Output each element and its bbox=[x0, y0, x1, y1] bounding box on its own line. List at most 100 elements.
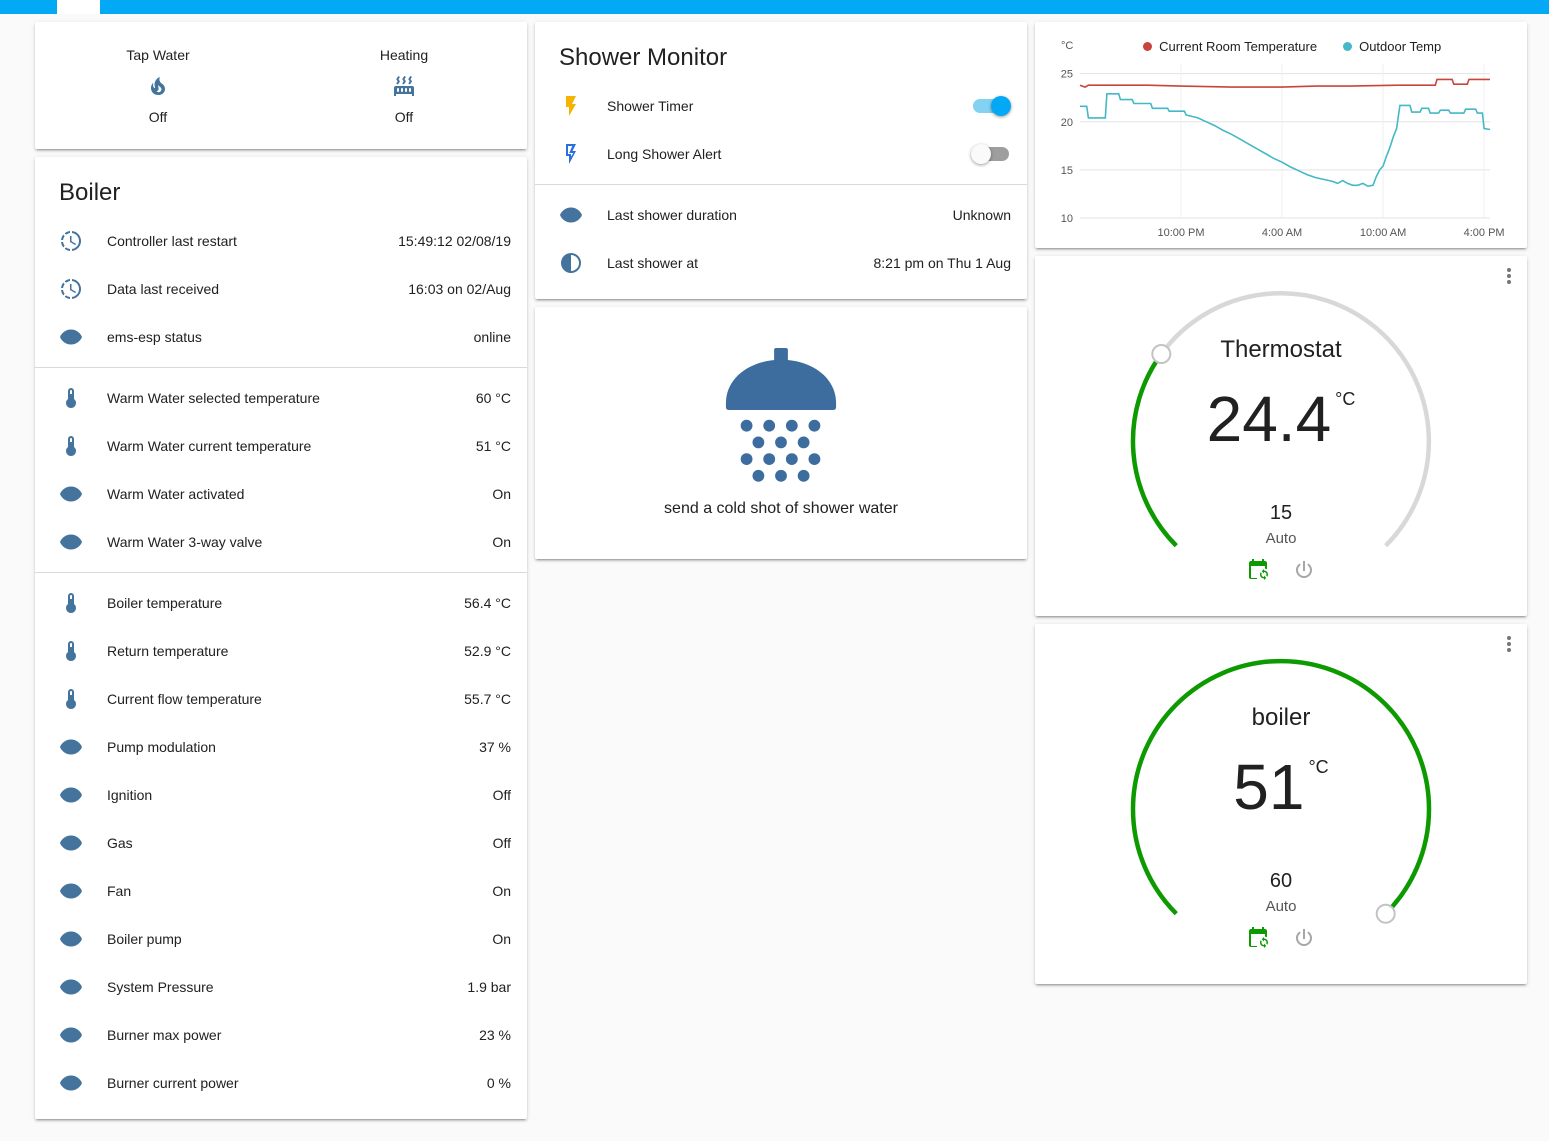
entity-row[interactable]: Current flow temperature 55.7 °C bbox=[35, 675, 527, 723]
menu-dots-icon[interactable] bbox=[1497, 264, 1521, 288]
thermostat-mode-icons bbox=[1035, 558, 1527, 582]
entity-row[interactable]: Warm Water activated On bbox=[35, 470, 527, 518]
entity-value: Off bbox=[492, 835, 511, 851]
thermostat-setpoint: 15 bbox=[1269, 502, 1293, 524]
temp-value: 24.4 bbox=[1206, 383, 1332, 455]
glance-item-heating[interactable]: Heating Off bbox=[281, 47, 527, 125]
entity-label: Long Shower Alert bbox=[607, 146, 722, 162]
entity-row[interactable]: Gas Off bbox=[35, 819, 527, 867]
temp-unit: °C bbox=[1308, 757, 1329, 777]
entity-label: Warm Water selected temperature bbox=[107, 390, 320, 406]
svg-text:10:00 AM: 10:00 AM bbox=[1360, 227, 1406, 239]
legend-dot bbox=[1143, 41, 1153, 51]
svg-text:25: 25 bbox=[1061, 69, 1073, 81]
entity-row[interactable]: Warm Water current temperature 51 °C bbox=[35, 422, 527, 470]
long-shower-alert-row[interactable]: Long Shower Alert bbox=[535, 130, 1027, 178]
eye-icon bbox=[59, 325, 83, 349]
shower-head-icon bbox=[722, 348, 840, 486]
entity-value: 55.7 °C bbox=[464, 691, 511, 707]
boiler-gauge-title: boiler bbox=[1251, 704, 1311, 731]
shower-monitor-title: Shower Monitor bbox=[559, 44, 728, 71]
entity-row[interactable]: Ignition Off bbox=[35, 771, 527, 819]
entity-label: Last shower at bbox=[607, 255, 699, 271]
boiler-card: Boiler Controller last restart 15:49:12 0… bbox=[35, 157, 527, 1119]
boiler-mode-icons bbox=[1035, 926, 1527, 950]
divider bbox=[535, 184, 1027, 185]
entity-label: Return temperature bbox=[107, 643, 229, 659]
legend-outdoor-temp[interactable]: Outdoor Temp bbox=[1343, 39, 1441, 54]
thermometer-icon bbox=[59, 687, 83, 711]
thermometer-icon bbox=[59, 639, 83, 663]
shower-action-card[interactable]: send a cold shot of shower water bbox=[535, 307, 1027, 559]
active-tab-indicator[interactable] bbox=[57, 0, 100, 14]
glance-item-tap-water[interactable]: Tap Water Off bbox=[35, 47, 281, 125]
temperature-history-chart[interactable]: 10 15 20 25 10:00 PM 4:00 AM 10:00 AM 4:00 PM bbox=[1035, 58, 1527, 244]
entity-row[interactable]: Return temperature 52.9 °C bbox=[35, 627, 527, 675]
boiler-dial[interactable] bbox=[1116, 644, 1446, 974]
entity-row[interactable]: Data last received 16:03 on 02/Aug bbox=[35, 265, 527, 313]
entity-row[interactable]: Pump modulation 37 % bbox=[35, 723, 527, 771]
fire-icon bbox=[146, 74, 170, 98]
entity-label: Controller last restart bbox=[107, 233, 237, 249]
eye-icon bbox=[59, 879, 83, 903]
eye-icon bbox=[59, 783, 83, 807]
entity-value: 37 % bbox=[479, 739, 511, 755]
entity-row[interactable]: Fan On bbox=[35, 867, 527, 915]
shower-monitor-card: Shower Monitor Shower Timer Long Shower … bbox=[535, 22, 1027, 299]
shower-timer-row[interactable]: Shower Timer bbox=[535, 82, 1027, 130]
eye-icon bbox=[59, 530, 83, 554]
thermostat-dial[interactable] bbox=[1116, 276, 1446, 606]
menu-dots-icon[interactable] bbox=[1497, 632, 1521, 656]
thermometer-icon bbox=[59, 386, 83, 410]
entity-row[interactable]: ems-esp status online bbox=[35, 313, 527, 361]
legend-room-temperature[interactable]: Current Room Temperature bbox=[1143, 39, 1317, 54]
entity-label: Boiler pump bbox=[107, 931, 182, 947]
entity-row[interactable]: Boiler temperature 56.4 °C bbox=[35, 579, 527, 627]
entity-label: Last shower duration bbox=[607, 207, 737, 223]
shower-timer-toggle[interactable] bbox=[971, 96, 1011, 116]
entity-label: Shower Timer bbox=[607, 98, 694, 114]
entity-row[interactable]: Warm Water selected temperature 60 °C bbox=[35, 374, 527, 422]
eye-icon bbox=[59, 927, 83, 951]
entity-label: Burner current power bbox=[107, 1075, 239, 1091]
temp-unit: °C bbox=[1335, 389, 1356, 409]
entity-row[interactable]: Burner max power 23 % bbox=[35, 1011, 527, 1059]
entity-label: Boiler temperature bbox=[107, 595, 223, 611]
thermostat-title: Thermostat bbox=[1220, 336, 1342, 363]
entity-row[interactable]: Warm Water 3-way valve On bbox=[35, 518, 527, 566]
flash-outline-icon bbox=[559, 142, 583, 166]
last-shower-duration-row[interactable]: Last shower duration Unknown bbox=[535, 191, 1027, 239]
entity-value: 8:21 pm on Thu 1 Aug bbox=[873, 255, 1011, 271]
power-icon[interactable] bbox=[1292, 558, 1316, 582]
legend-dot bbox=[1343, 41, 1353, 51]
boiler-card-title: Boiler bbox=[59, 179, 121, 206]
entity-value: 1.9 bar bbox=[467, 979, 511, 995]
entity-value: Off bbox=[492, 787, 511, 803]
entity-value: On bbox=[492, 931, 511, 947]
eye-icon bbox=[559, 203, 583, 227]
calendar-sync-icon[interactable] bbox=[1246, 926, 1270, 950]
eye-icon bbox=[59, 1071, 83, 1095]
eye-icon bbox=[59, 735, 83, 759]
entity-label: Burner max power bbox=[107, 1027, 222, 1043]
boiler-current-temperature: 51 °C bbox=[1035, 750, 1527, 824]
entity-row[interactable]: Burner current power 0 % bbox=[35, 1059, 527, 1107]
entity-value: On bbox=[492, 883, 511, 899]
long-shower-alert-toggle[interactable] bbox=[971, 144, 1011, 164]
entity-value: 23 % bbox=[479, 1027, 511, 1043]
thermostat-current-temperature: 24.4 °C bbox=[1035, 382, 1527, 456]
calendar-sync-icon[interactable] bbox=[1246, 558, 1270, 582]
progress-clock-icon bbox=[59, 229, 83, 253]
entity-row[interactable]: System Pressure 1.9 bar bbox=[35, 963, 527, 1011]
eye-icon bbox=[59, 975, 83, 999]
entity-row[interactable]: Controller last restart 15:49:12 02/08/19 bbox=[35, 217, 527, 265]
svg-text:10:00 PM: 10:00 PM bbox=[1157, 227, 1204, 239]
toggle-thumb bbox=[991, 96, 1011, 116]
power-icon[interactable] bbox=[1292, 926, 1316, 950]
svg-text:4:00 PM: 4:00 PM bbox=[1464, 227, 1505, 239]
entity-row[interactable]: Boiler pump On bbox=[35, 915, 527, 963]
entity-label: Data last received bbox=[107, 281, 220, 297]
entity-value: 52.9 °C bbox=[464, 643, 511, 659]
svg-text:15: 15 bbox=[1061, 165, 1073, 177]
last-shower-at-row[interactable]: Last shower at 8:21 pm on Thu 1 Aug bbox=[535, 239, 1027, 287]
